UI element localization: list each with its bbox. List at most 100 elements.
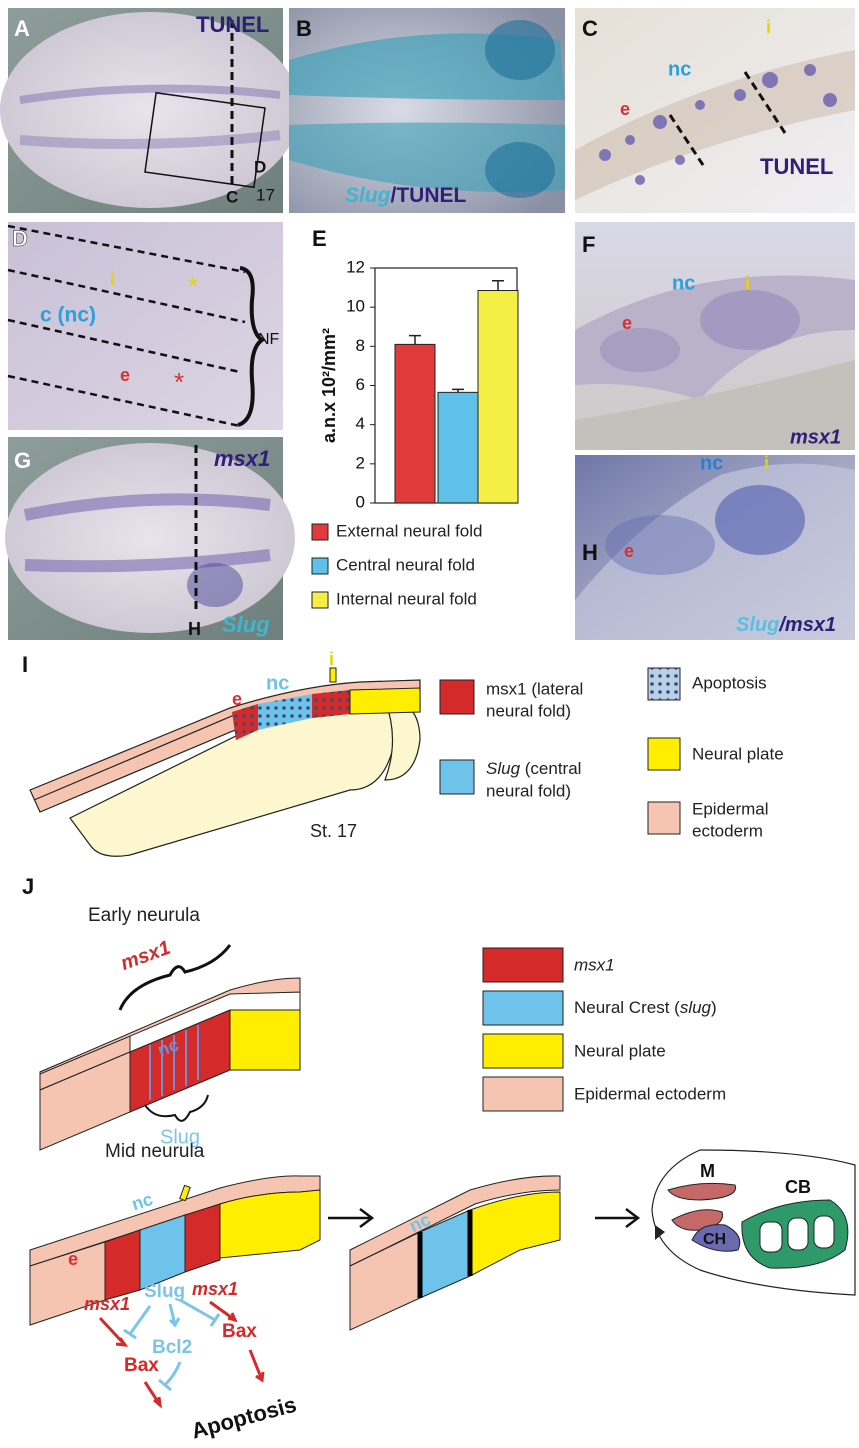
illustration-shape — [648, 668, 680, 700]
nc-label: nc — [668, 58, 691, 80]
panel-label: G — [14, 448, 31, 473]
y-tick-label: 6 — [356, 375, 365, 394]
bar — [478, 291, 518, 503]
gene-label: msx1 — [84, 1294, 130, 1314]
illustration-shape — [130, 1306, 150, 1334]
legend-label: Internal neural fold — [336, 589, 477, 608]
panel-g: G msx1 Slug H — [5, 437, 295, 640]
y-tick-label: 2 — [356, 453, 365, 472]
panel-j: J Early neurula msx1 nc Slug msx1 Neural… — [22, 874, 855, 1444]
legend-text: msx1 (lateral — [486, 679, 583, 698]
legend-text: Epidermal — [692, 799, 769, 818]
y-tick-label: 12 — [346, 257, 365, 276]
legend-text: ) — [711, 998, 717, 1017]
stain-label: TUNEL — [196, 12, 269, 37]
legend-text: Neural plate — [574, 1041, 666, 1060]
panel-label: F — [582, 232, 595, 257]
illustration-shape — [483, 1077, 563, 1111]
nc-label: nc — [672, 272, 695, 294]
star: * — [174, 367, 184, 397]
e-label: e — [232, 689, 242, 709]
section-label: H — [188, 619, 201, 639]
illustration-shape — [483, 991, 563, 1025]
bar — [395, 344, 435, 503]
i-label: i — [329, 649, 334, 669]
panel-label: D — [12, 226, 28, 251]
panel-label: H — [582, 540, 598, 565]
legend-text: msx1 — [574, 955, 615, 974]
legend-text: neural fold) — [486, 701, 571, 720]
illustration-shape — [675, 155, 685, 165]
gene-label: msx1 — [192, 1279, 238, 1299]
panel-a: A TUNEL C D 17 — [0, 8, 300, 213]
panel-label: B — [296, 16, 312, 41]
stain-label: TUNEL — [760, 154, 833, 179]
stain-2: msx1 — [785, 614, 836, 636]
stain-2: /TUNEL — [391, 184, 467, 207]
illustration-shape — [485, 142, 555, 198]
illustration-shape — [700, 290, 800, 350]
y-tick-label: 8 — [356, 336, 365, 355]
nc-label: nc — [266, 672, 289, 694]
illustration-shape — [312, 690, 350, 718]
gene-label: Bax — [222, 1321, 257, 1342]
illustration-shape — [648, 802, 680, 834]
illustration-shape — [625, 135, 635, 145]
illustration-shape — [600, 328, 680, 372]
stage-label: St. 17 — [310, 821, 357, 841]
gene-label: Slug — [144, 1281, 185, 1302]
illustration-shape — [814, 1216, 834, 1248]
illustration-shape — [440, 760, 474, 794]
error-bar — [492, 281, 504, 291]
legend-text: (central — [520, 759, 581, 778]
legend-text: Slug (central — [486, 759, 581, 778]
stain-label: Slug/msx1 — [736, 614, 836, 636]
i-label: i — [766, 17, 771, 37]
y-tick-label: 10 — [346, 297, 365, 316]
illustration-shape — [330, 668, 336, 682]
panel-h: H nc i e Slug/msx1 — [575, 452, 855, 640]
legend-gene: Slug — [486, 759, 521, 778]
stain-label: Slug — [222, 612, 270, 637]
illustration-shape — [350, 688, 420, 714]
stain-1: Slug — [345, 184, 391, 207]
illustration-shape — [185, 1204, 220, 1272]
stain-label: msx1 — [790, 426, 841, 448]
y-axis-label: a.n.x 10²/mm² — [319, 328, 339, 443]
figure: A TUNEL C D 17 B Slug/TUNEL C nc i e TUN… — [0, 0, 859, 1448]
panel-label: A — [14, 16, 30, 41]
legend-text: Apoptosis — [692, 673, 767, 692]
stage-label: 17 — [256, 185, 275, 204]
structure-label: CH — [703, 1231, 726, 1248]
legend-text: Neural Crest (slug) — [574, 998, 717, 1017]
illustration-shape — [635, 175, 645, 185]
illustration-shape — [760, 1222, 782, 1252]
illustration-shape — [130, 1010, 230, 1112]
nf-label: NF — [258, 331, 280, 348]
panel-c: C nc i e TUNEL — [575, 8, 855, 213]
legend-text: ectoderm — [692, 821, 763, 840]
legend-text: Epidermal ectoderm — [574, 1084, 726, 1103]
stain-1: Slug — [736, 614, 779, 636]
nc-label: nc — [700, 452, 723, 474]
illustration-shape — [5, 443, 295, 633]
e-label: e — [68, 1249, 78, 1269]
panel-f: F nc i e msx1 — [575, 222, 855, 450]
legend-text: neural fold) — [486, 781, 571, 800]
illustration-shape — [605, 515, 715, 575]
legend-swatch — [312, 524, 328, 540]
illustration-shape — [695, 100, 705, 110]
section-label: C — [226, 187, 238, 206]
star: * — [188, 271, 198, 301]
e-label: e — [120, 365, 130, 385]
illustration-shape — [648, 738, 680, 770]
illustration-shape — [485, 20, 555, 80]
illustration-shape — [804, 64, 816, 76]
panel-label: I — [22, 652, 28, 677]
e-label: e — [624, 541, 634, 561]
gene-label: Bax — [124, 1355, 159, 1376]
panel-label: C — [582, 16, 598, 41]
panel-b: B Slug/TUNEL — [289, 8, 565, 213]
panel-i: I e nc St. 17 msx1 (lateral neural fold)… — [22, 652, 784, 856]
